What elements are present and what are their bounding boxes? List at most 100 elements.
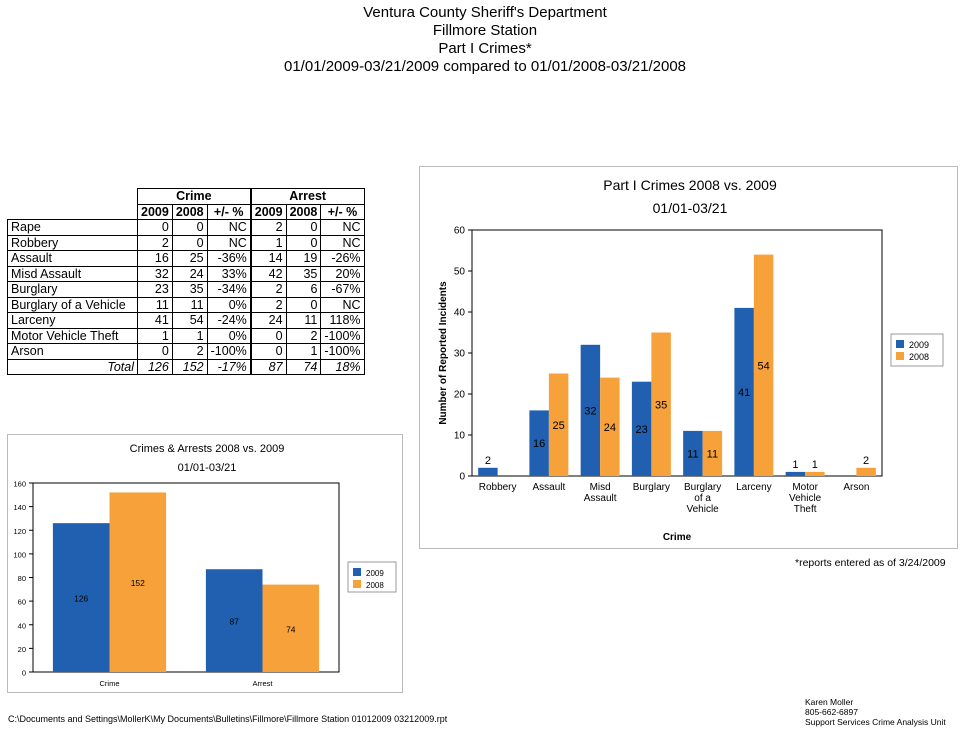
cell-a09: 0 bbox=[249, 343, 287, 360]
cell-a08: 2 bbox=[285, 327, 322, 344]
cell-a08: 74 bbox=[285, 358, 322, 375]
cell-cp: NC bbox=[206, 219, 252, 236]
header-date-range: 01/01/2009-03/21/2009 compared to 01/01/… bbox=[284, 58, 686, 75]
cell-c08: 2 bbox=[171, 343, 208, 360]
y-tick-label: 40 bbox=[18, 621, 26, 630]
bar-2009 bbox=[478, 467, 498, 476]
bar-2008 bbox=[262, 584, 320, 672]
legend-swatch-2009 bbox=[353, 568, 361, 576]
legend-swatch-2009 bbox=[896, 340, 904, 348]
group-header-arrest: Arrest bbox=[249, 188, 365, 205]
cell-c09: 0 bbox=[137, 343, 173, 360]
cell-a09: 42 bbox=[249, 265, 287, 282]
bar-2008 bbox=[856, 467, 876, 476]
x-category-label: Arson bbox=[843, 482, 869, 493]
reports-note: *reports entered as of 3/24/2009 bbox=[795, 557, 946, 569]
cell-c09: 126 bbox=[137, 358, 173, 375]
x-category-label: Crime bbox=[100, 679, 120, 688]
cell-ap: 118% bbox=[320, 312, 365, 329]
y-tick-label: 0 bbox=[22, 669, 26, 678]
cell-ap: NC bbox=[320, 234, 365, 251]
cell-a08: 0 bbox=[285, 234, 322, 251]
cell-c08: 0 bbox=[171, 234, 208, 251]
cell-cp: -36% bbox=[206, 250, 252, 267]
bar-value-label: 41 bbox=[738, 387, 750, 399]
analyst-unit: Support Services Crime Analysis Unit bbox=[805, 717, 946, 727]
y-tick-label: 140 bbox=[13, 503, 26, 512]
cell-c08: 11 bbox=[171, 296, 208, 313]
cell-a09: 1 bbox=[249, 234, 287, 251]
bar-value-label: 1 bbox=[812, 459, 818, 471]
cell-c08: 152 bbox=[171, 358, 208, 375]
bar-value-label: 126 bbox=[74, 594, 88, 604]
x-category-label: Motor Vehicle Theft bbox=[789, 482, 822, 515]
y-axis-label: Number of Reported Incidents bbox=[438, 281, 449, 425]
cell-c09: 16 bbox=[137, 250, 173, 267]
row-label: Robbery bbox=[7, 234, 138, 251]
col-header-arrest-pct: +/- % bbox=[320, 203, 365, 220]
y-tick-label: 120 bbox=[13, 527, 26, 536]
table-row: Burglary of a Vehicle 11 11 0% 2 0 NC bbox=[7, 296, 365, 313]
cell-ap: -26% bbox=[320, 250, 365, 267]
x-category-label: Burglary of a Vehicle bbox=[684, 482, 721, 515]
header-station: Fillmore Station bbox=[432, 22, 538, 39]
x-category-label: Robbery bbox=[479, 482, 517, 493]
table-row: Misd Assault 32 24 33% 42 35 20% bbox=[7, 265, 365, 282]
row-label: Motor Vehicle Theft bbox=[7, 327, 138, 344]
cell-c09: 0 bbox=[137, 219, 173, 236]
table-row: Motor Vehicle Theft 1 1 0% 0 2 -100% bbox=[7, 327, 365, 344]
bar-value-label: 2 bbox=[863, 455, 869, 467]
crimes-arrests-chart: Crimes & Arrests 2008 vs. 2009 01/01-03/2… bbox=[13, 443, 397, 688]
row-label: Burglary bbox=[7, 281, 138, 298]
cell-ap: NC bbox=[320, 296, 365, 313]
row-label: Burglary of a Vehicle bbox=[7, 296, 138, 313]
bar-2009 bbox=[734, 307, 754, 476]
bar-2008 bbox=[651, 332, 671, 476]
cell-cp: 0% bbox=[206, 327, 252, 344]
chart-title: Part I Crimes 2008 vs. 2009 bbox=[603, 177, 777, 193]
cell-a08: 1 bbox=[285, 343, 322, 360]
bar-2009 bbox=[52, 523, 110, 672]
cell-c09: 23 bbox=[137, 281, 173, 298]
bar-2009 bbox=[785, 471, 806, 476]
legend-label-2008: 2008 bbox=[909, 352, 929, 362]
y-tick-label: 0 bbox=[459, 472, 465, 483]
x-category-label: Larceny bbox=[736, 482, 772, 493]
col-header-crime-2008: 2008 bbox=[171, 203, 208, 220]
chart-subtitle: 01/01-03/21 bbox=[178, 462, 237, 474]
col-header-crime-2009: 2009 bbox=[137, 203, 173, 220]
cell-a08: 35 bbox=[285, 265, 322, 282]
part1-crimes-chart-panel: Part I Crimes 2008 vs. 2009 01/01-03/21 0 1… bbox=[419, 166, 958, 549]
cell-ap: NC bbox=[320, 219, 365, 236]
legend-label-2008: 2008 bbox=[366, 581, 384, 590]
header-report-type: Part I Crimes* bbox=[438, 40, 532, 57]
cell-a09: 2 bbox=[249, 281, 287, 298]
chart-subtitle: 01/01-03/21 bbox=[653, 200, 728, 216]
cell-ap: -100% bbox=[320, 327, 365, 344]
row-label: Arson bbox=[7, 343, 138, 360]
table-row: Burglary 23 35 -34% 2 6 -67% bbox=[7, 281, 365, 298]
table-row: Assault 16 25 -36% 14 19 -26% bbox=[7, 250, 365, 267]
cell-c08: 1 bbox=[171, 327, 208, 344]
x-category-label: Burglary bbox=[633, 482, 670, 493]
cell-a08: 6 bbox=[285, 281, 322, 298]
cell-cp: NC bbox=[206, 234, 252, 251]
bar-2008 bbox=[600, 377, 620, 476]
x-axis-label: Crime bbox=[663, 532, 692, 543]
cell-c09: 32 bbox=[137, 265, 173, 282]
cell-a09: 0 bbox=[249, 327, 287, 344]
col-header-arrest-2009: 2009 bbox=[249, 203, 287, 220]
cell-a09: 2 bbox=[249, 296, 287, 313]
y-tick-label: 30 bbox=[454, 349, 466, 360]
row-label: Rape bbox=[7, 219, 138, 236]
cell-a09: 24 bbox=[249, 312, 287, 329]
y-tick-label: 20 bbox=[454, 390, 466, 401]
analyst-name: Karen Moller bbox=[805, 697, 854, 707]
bar-2008 bbox=[109, 492, 167, 672]
bar-value-label: 74 bbox=[286, 624, 296, 634]
cell-c09: 2 bbox=[137, 234, 173, 251]
x-category-label: Arrest bbox=[252, 679, 273, 688]
cell-c09: 1 bbox=[137, 327, 173, 344]
legend-swatch-2008 bbox=[353, 580, 361, 588]
cell-a08: 0 bbox=[285, 296, 322, 313]
